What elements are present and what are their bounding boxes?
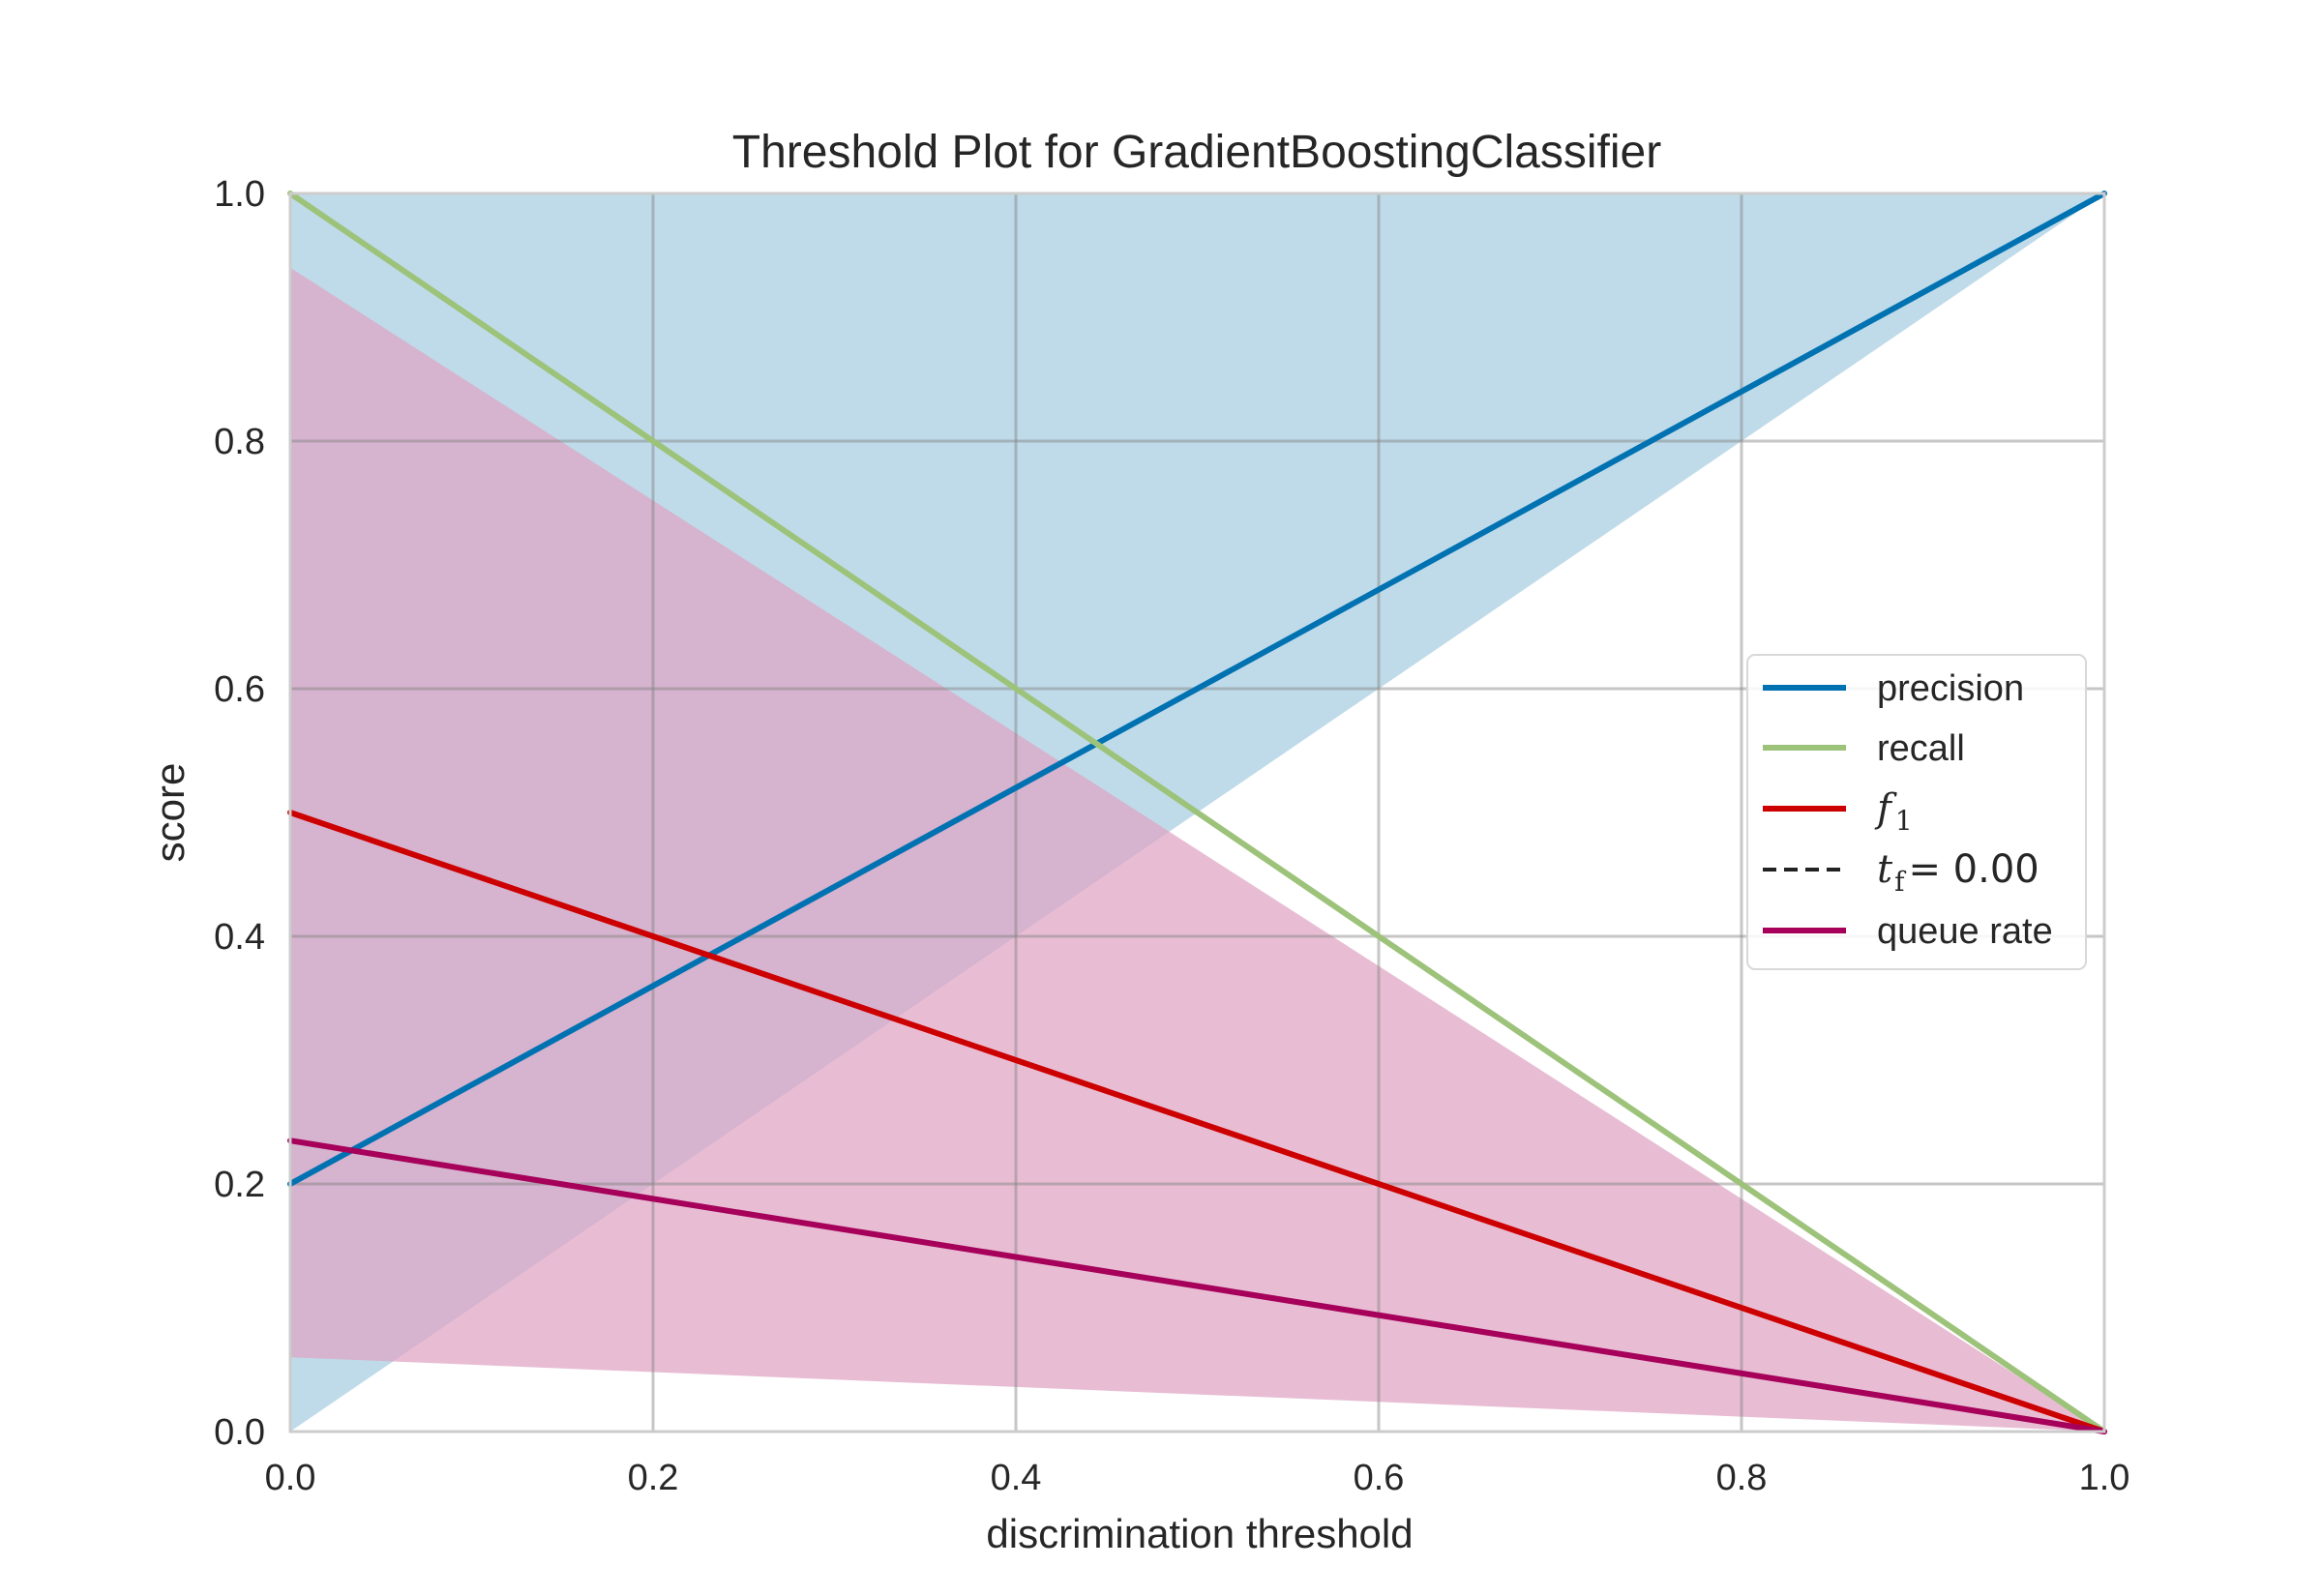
series-line-recall bbox=[287, 191, 2107, 1434]
x-tick-label: 0.2 bbox=[628, 1458, 679, 1498]
x-tick-label: 1.0 bbox=[2079, 1458, 2130, 1498]
legend-label-tf: tf = 0.00 bbox=[1877, 847, 2039, 898]
series-line-precision bbox=[287, 191, 2107, 1187]
plot-frame bbox=[288, 192, 2106, 1433]
x-tick-label: 0.6 bbox=[1354, 1458, 1405, 1498]
x-tick-label: 0.4 bbox=[991, 1458, 1042, 1498]
y-tick-label: 0.8 bbox=[214, 422, 265, 462]
legend-tf-sub: f bbox=[1894, 866, 1907, 898]
x-tick-label: 0.8 bbox=[1716, 1458, 1768, 1498]
legend-tf-value: = 0.00 bbox=[1908, 847, 2039, 892]
series-lines bbox=[287, 191, 2107, 1434]
y-tick-label: 0.4 bbox=[214, 917, 265, 958]
legend: precision recall f 1 tf = 0.00 queue rate bbox=[1746, 654, 2087, 970]
legend-label-recall: recall bbox=[1877, 728, 1965, 769]
y-tick-labels: 0.0 0.2 0.4 0.6 0.8 1.0 bbox=[214, 174, 265, 1453]
series-line-queue-rate bbox=[287, 1138, 2107, 1434]
legend-label-queue-rate: queue rate bbox=[1877, 911, 2053, 952]
y-tick-label: 0.6 bbox=[214, 669, 265, 710]
x-axis-label: discrimination threshold bbox=[986, 1511, 1413, 1556]
x-tick-label: 0.0 bbox=[265, 1458, 316, 1498]
legend-f1-sub: 1 bbox=[1895, 805, 1913, 837]
band-queue-rate bbox=[290, 267, 2104, 1432]
legend-label-precision: precision bbox=[1877, 668, 2024, 709]
y-axis-label: score bbox=[147, 763, 193, 863]
legend-box bbox=[1746, 654, 2087, 970]
series-line-f-1 bbox=[287, 810, 2107, 1434]
legend-tf-main: t bbox=[1877, 847, 1893, 892]
y-tick-label: 1.0 bbox=[214, 174, 265, 215]
x-tick-labels: 0.0 0.2 0.4 0.6 0.8 1.0 bbox=[265, 1458, 2130, 1498]
y-tick-label: 0.0 bbox=[214, 1412, 265, 1453]
chart-title: Threshold Plot for GradientBoostingClass… bbox=[732, 127, 1661, 178]
y-tick-label: 0.2 bbox=[214, 1165, 265, 1205]
